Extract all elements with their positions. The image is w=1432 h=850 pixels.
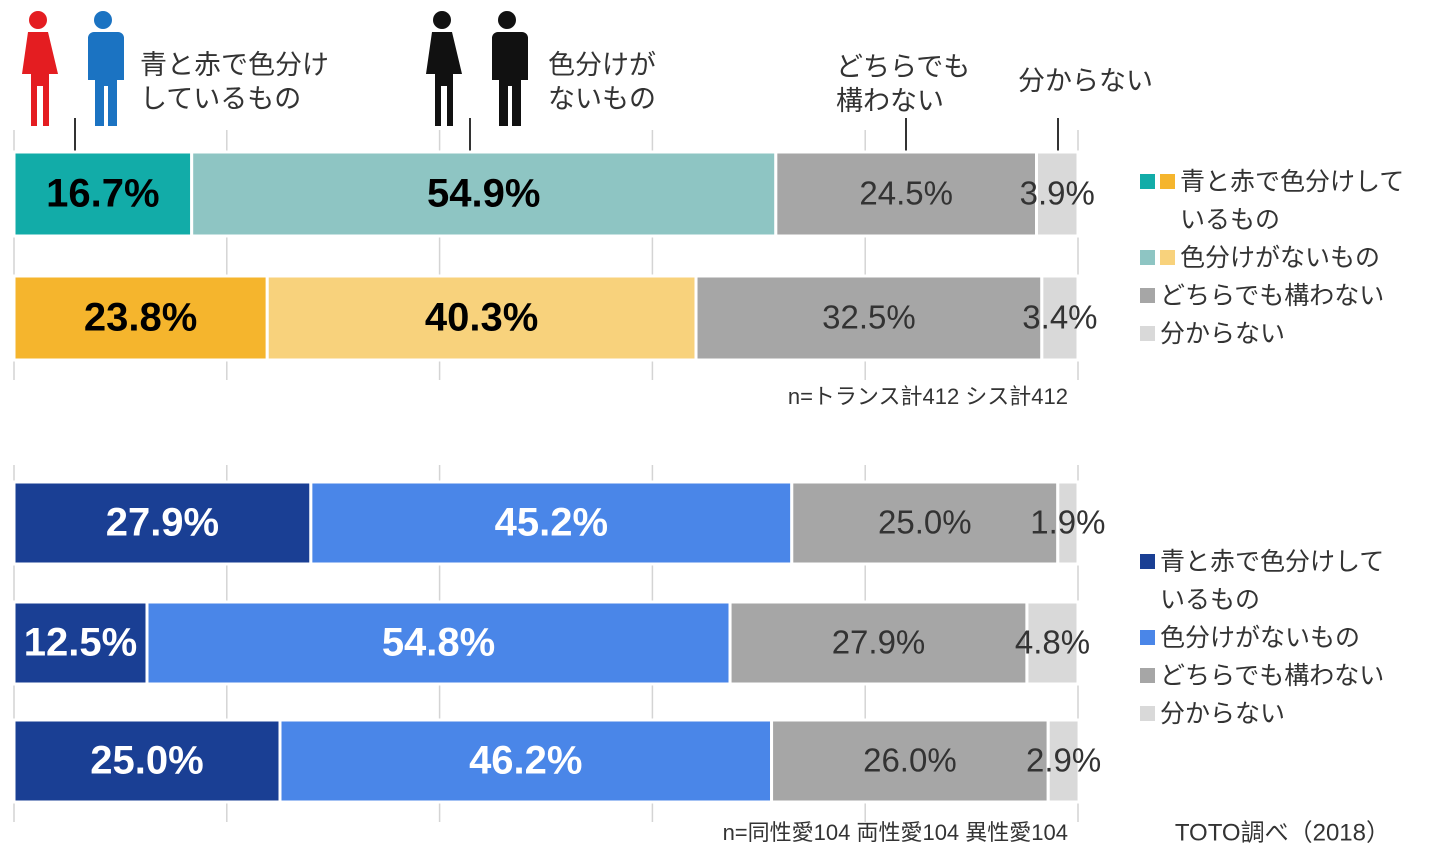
legend-swatch: [1160, 174, 1175, 189]
note: n=同性愛104 両性愛104 異性愛104: [723, 820, 1068, 845]
legend-label: 青と赤で色分けしているもの: [1160, 548, 1385, 614]
legend-item: どちらでも構わない: [1140, 657, 1432, 695]
bar-segment: [770, 718, 1050, 804]
data-label: 27.9%: [832, 624, 926, 661]
bar-segment: [1035, 150, 1080, 238]
legend-item: 色分けがないもの: [1140, 619, 1432, 657]
legend-swatch: [1160, 250, 1175, 265]
legend-label: どちらでも構わない: [1160, 282, 1385, 310]
legend-item: 青と赤で色分けしているもの: [1140, 163, 1432, 239]
data-label: 23.8%: [84, 296, 197, 340]
annotation: 青と赤で色分けしているもの: [140, 50, 329, 114]
data-label: 2.9%: [1026, 742, 1101, 779]
legend-swatch: [1140, 326, 1155, 341]
legend-item: 分からない: [1140, 695, 1432, 733]
data-label: 25.0%: [878, 504, 972, 541]
bar-segment: [1025, 600, 1080, 686]
legend-swatch: [1140, 554, 1155, 569]
data-label: 12.5%: [24, 621, 137, 665]
legend-label: 分からない: [1160, 320, 1286, 348]
note: n=トランス計412 シス計412: [788, 384, 1068, 409]
data-label: 26.0%: [863, 742, 957, 779]
data-label: 25.0%: [90, 739, 203, 783]
data-label: 1.9%: [1030, 504, 1105, 541]
bar-segment: [1046, 718, 1081, 804]
female-icon: [22, 11, 58, 126]
legend-swatch: [1140, 706, 1155, 721]
bar-segment: [790, 480, 1060, 566]
bar-segment: [1040, 274, 1080, 362]
data-label: 24.5%: [859, 175, 953, 212]
data-label: 3.4%: [1022, 299, 1097, 336]
legend-swatch: [1140, 668, 1155, 683]
bar-segment: [12, 480, 313, 566]
data-label: 16.7%: [46, 172, 159, 216]
data-label: 27.9%: [106, 501, 219, 545]
annotation: 色分けがないもの: [548, 50, 656, 114]
legend-label: どちらでも構わない: [1160, 662, 1385, 690]
legend-swatch: [1140, 288, 1155, 303]
legend-item: どちらでも構わない: [1140, 277, 1432, 315]
legend-item: 青と赤で色分けしているもの: [1140, 543, 1432, 619]
data-label: 40.3%: [425, 296, 538, 340]
legend-label: 色分けがないもの: [1160, 624, 1361, 652]
bar-segment: [694, 274, 1044, 362]
legend-label: 色分けがないもの: [1180, 244, 1381, 272]
data-label: 4.8%: [1015, 624, 1090, 661]
bar-segment: [190, 150, 778, 238]
legend-swatch: [1140, 630, 1155, 645]
annotation: どちらでも構わない: [836, 52, 971, 116]
data-label: 54.8%: [382, 621, 495, 665]
legend-item: 分からない: [1140, 315, 1432, 353]
legend-label: 青と赤で色分けしているもの: [1180, 168, 1405, 234]
male-icon: [492, 11, 528, 126]
bar-segment: [12, 718, 282, 804]
data-label: 32.5%: [822, 299, 916, 336]
legend-label: 分からない: [1160, 700, 1286, 728]
bar-segment: [265, 274, 698, 362]
data-label: 3.9%: [1020, 175, 1095, 212]
icons: [22, 11, 528, 126]
bar-segment: [145, 600, 732, 686]
bar-segment: [728, 600, 1029, 686]
source: TOTO調べ（2018）: [1175, 819, 1390, 846]
male-icon: [88, 11, 124, 126]
bar-segment: [12, 150, 194, 238]
bar-segment: [278, 718, 774, 804]
legend-swatch: [1140, 250, 1155, 265]
bar-segment: [774, 150, 1039, 238]
data-label: 54.9%: [427, 172, 540, 216]
data-label: 46.2%: [469, 739, 582, 783]
legend: 青と赤で色分けしているもの色分けがないもの どちらでも構わない 分からない: [1140, 543, 1432, 733]
legend-item: 色分けがないもの: [1140, 239, 1432, 277]
annotation: 分からない: [1018, 66, 1153, 96]
data-label: 45.2%: [495, 501, 608, 545]
legend-swatch: [1140, 174, 1155, 189]
bar-segment: [1056, 480, 1080, 566]
bar-segment: [309, 480, 794, 566]
legend: 青と赤で色分けしているもの色分けがないものどちらでも構わない 分からない: [1140, 163, 1432, 353]
female-icon: [426, 11, 462, 126]
